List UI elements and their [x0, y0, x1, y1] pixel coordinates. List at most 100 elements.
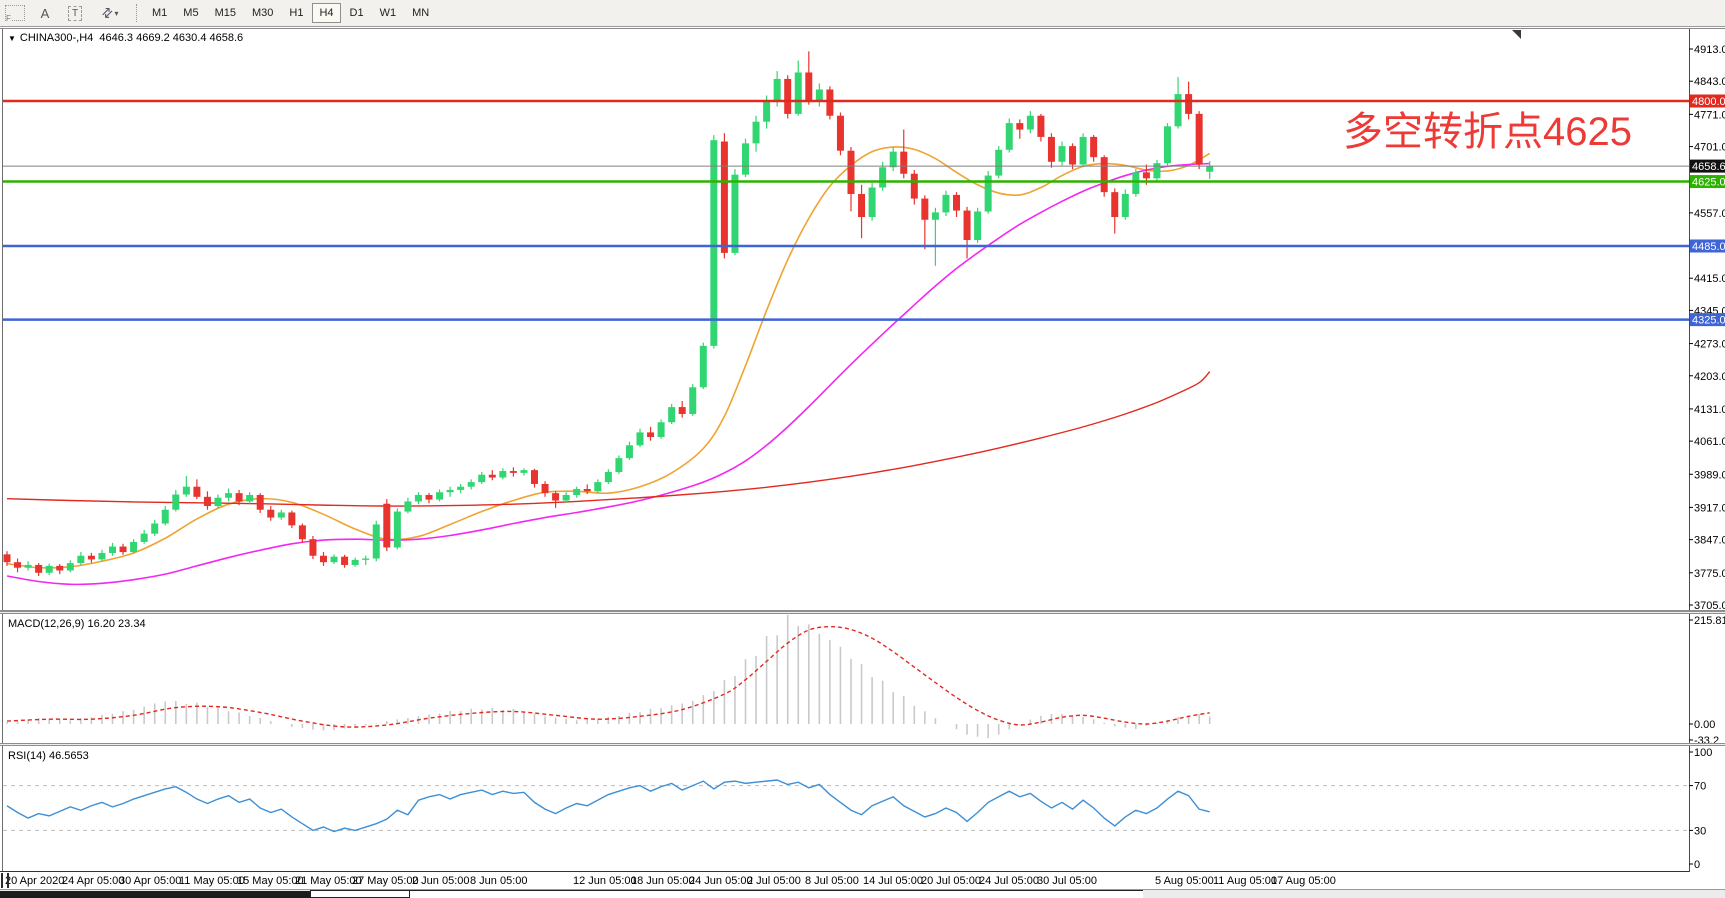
timeframe-button-W1[interactable]: W1: [373, 3, 404, 23]
candle: [404, 497, 412, 514]
candle: [794, 60, 802, 116]
candle: [203, 491, 211, 510]
candle: [1121, 189, 1129, 220]
price-badge: [1690, 313, 1725, 327]
candle: [3, 551, 11, 566]
chart-window[interactable]: 4913.0 4843.0 4771.0 4701.0 4557.0 4415.0 4345…: [0, 28, 1725, 898]
candle: [446, 486, 454, 497]
candle: [246, 492, 254, 504]
candle: [995, 146, 1003, 179]
candle: [889, 147, 897, 171]
candle: [615, 455, 623, 474]
candle: [467, 479, 475, 490]
candle: [879, 161, 887, 191]
candle: [731, 169, 739, 256]
price-axis[interactable]: 4913.04843.04771.04701.04557.04415.04345…: [1689, 44, 1725, 611]
candle: [974, 207, 982, 243]
candle: [330, 554, 338, 565]
window-resize-grip[interactable]: [1, 873, 9, 888]
hline-objects-group[interactable]: [3, 99, 1689, 321]
price-tick-label: 3847.0: [1694, 535, 1725, 547]
date-tick-label: 21 May 05:00: [295, 875, 362, 887]
timeframe-button-H4[interactable]: H4: [312, 3, 341, 23]
candle: [1037, 113, 1045, 142]
timeframe-button-D1[interactable]: D1: [343, 3, 371, 23]
text-tool-button[interactable]: T: [63, 3, 87, 23]
panel-separator[interactable]: [0, 611, 1725, 614]
price-tick-label: 4843.0: [1694, 76, 1725, 88]
rsi-line: [6, 779, 1210, 833]
symbol-quote-label[interactable]: ▼ CHINA300-,H4 4646.3 4669.2 4630.4 4658.…: [8, 32, 243, 44]
rsi-axis-label: 30: [1694, 825, 1706, 837]
timeframe-button-H1[interactable]: H1: [282, 3, 310, 23]
price-badge-label: 4485.0: [1692, 241, 1725, 253]
candle: [699, 342, 707, 390]
date-tick-label: 30 Apr 05:00: [119, 875, 182, 887]
date-tick-label: 11 Aug 05:00: [1213, 875, 1278, 887]
timeframe-button-M1[interactable]: M1: [145, 3, 174, 23]
candle: [182, 476, 190, 497]
date-tick-label: 5 Aug 05:00: [1155, 875, 1214, 887]
date-tick-label: 14 Jul 05:00: [863, 875, 923, 887]
candle: [1195, 111, 1203, 170]
macd-histogram-group: [6, 614, 1211, 739]
timeframe-button-M15[interactable]: M15: [208, 3, 243, 23]
timeframe-button-M30[interactable]: M30: [245, 3, 280, 23]
candle: [1005, 118, 1013, 153]
dropdown-caret-icon: ▾: [114, 8, 119, 18]
candle: [1206, 161, 1214, 180]
chart-annotation-text: 多空转折点4625: [1343, 110, 1632, 154]
price-tick-label: 4131.0: [1694, 404, 1725, 416]
candle: [277, 509, 285, 520]
date-axis[interactable]: 20 Apr 2020 24 Apr 05:00 30 Apr 05:00 11 Ma…: [0, 872, 1725, 889]
timeframe-button-M5[interactable]: M5: [176, 3, 205, 23]
rsi-indicator-panel[interactable]: 100 70 30 0: [0, 746, 1725, 872]
cursor-tool-button[interactable]: ⇄ ▾: [93, 3, 127, 23]
macd-axis-label: 0.00: [1694, 719, 1715, 731]
candle: [457, 483, 465, 494]
rsi-label: RSI(14) 46.5653: [8, 750, 89, 762]
candle: [583, 484, 591, 495]
rsi-axis-label: 70: [1694, 781, 1706, 793]
date-tick-label: 11 May 05:00: [179, 875, 245, 887]
symbol-dropdown-icon[interactable]: ▼: [8, 34, 16, 43]
price-badge-label: 4658.6: [1692, 161, 1725, 173]
price-chart-panel[interactable]: 4913.04843.04771.04701.04557.04415.04345…: [0, 29, 1725, 611]
price-badge: [1690, 94, 1725, 108]
candle: [383, 499, 391, 552]
symbol-ohlc-values: 4646.3 4669.2 4630.4 4658.6: [99, 32, 244, 44]
top-toolbar: F A T ⇄ ▾ M1 M5 M15 M30 H1 H4 D1 W1 MN: [0, 0, 1725, 27]
template-grid-icon: F: [5, 5, 25, 23]
price-tick-label: 3775.0: [1694, 568, 1725, 580]
macd-indicator-panel[interactable]: 215.81 0.00 -33.2: [0, 614, 1725, 743]
candle: [604, 469, 612, 484]
candle: [910, 170, 918, 205]
candle: [140, 529, 148, 544]
candle: [362, 555, 370, 565]
price-tick-label: 4701.0: [1694, 142, 1725, 154]
price-tick-label: 3989.0: [1694, 469, 1725, 481]
candle: [720, 133, 728, 259]
candle: [826, 86, 834, 120]
price-badge: [1690, 175, 1725, 189]
date-tick-label: 15 May 05:00: [237, 875, 304, 887]
candle: [1079, 133, 1087, 167]
candle: [66, 560, 74, 573]
candle: [742, 138, 749, 177]
candle: [647, 426, 655, 441]
candle: [594, 479, 602, 494]
panel-separator[interactable]: [0, 743, 1725, 746]
candle: [87, 552, 95, 563]
candle: [393, 508, 401, 550]
template-grid-icon-button[interactable]: F: [3, 3, 27, 23]
chart-shift-marker-icon: [1512, 30, 1521, 39]
candle: [847, 147, 855, 212]
candle: [520, 468, 528, 476]
rsi-axis-label: 0: [1694, 859, 1700, 871]
font-tool-button[interactable]: A: [33, 3, 57, 23]
macd-label: MACD(12,26,9) 16.20 23.34: [8, 618, 146, 630]
candle: [309, 535, 317, 559]
timeframe-button-MN[interactable]: MN: [405, 3, 436, 23]
candle: [573, 486, 581, 498]
candle: [235, 489, 243, 506]
